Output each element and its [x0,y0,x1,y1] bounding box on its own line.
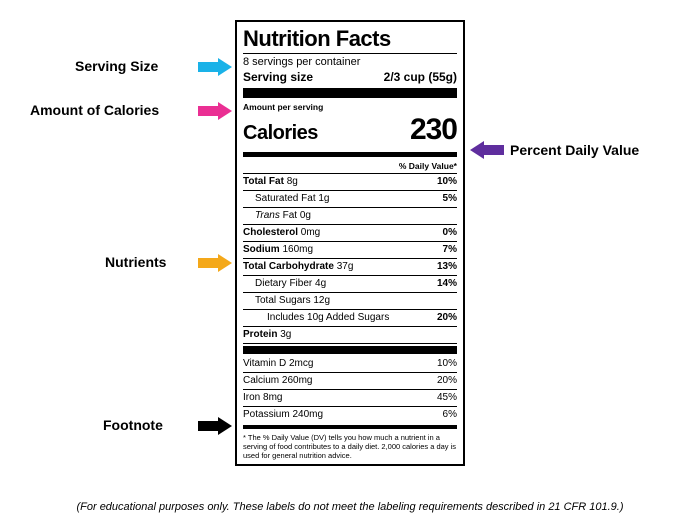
nutrient-label: Saturated Fat 1g [243,193,330,205]
nutrient-dv: 20% [425,312,457,324]
divider-med-2 [243,425,457,429]
vitamin-label: Potassium 240mg [243,409,323,421]
calories-block: Amount per serving Calories 230 [243,100,457,150]
vitamin-label: Calcium 260mg [243,375,312,387]
vitamin-rows: Vitamin D 2mcg 10% Calcium 260mg 20% Iron 8m… [243,356,457,423]
nutrient-dv: 5% [425,193,457,205]
vitamin-dv: 10% [425,358,457,370]
nutrient-dv [425,295,457,307]
dv-header: % Daily Value* [243,159,457,174]
nutrition-label: Nutrition Facts 8 servings per container… [235,20,465,466]
nutrient-label: Total Fat 8g [243,176,298,188]
divider-med-1 [243,152,457,157]
divider-thick-1 [243,88,457,98]
divider-thick-2 [243,346,457,354]
label-title: Nutrition Facts [243,26,457,54]
vitamin-dv: 20% [425,375,457,387]
nutrient-row: Total Fat 8g 10% [243,174,457,191]
vitamin-label: Iron 8mg [243,392,282,404]
nutrient-row: Dietary Fiber 4g 14% [243,276,457,293]
nutrient-dv: 14% [425,278,457,290]
anno-footnote: Footnote [103,417,163,433]
vitamin-label: Vitamin D 2mcg [243,358,313,370]
nutrient-label: Sodium 160mg [243,244,313,256]
serving-size-value: 2/3 cup (55g) [384,70,457,84]
anno-serving: Serving Size [75,58,158,74]
nutrient-dv [425,329,457,341]
nutrient-dv [425,210,457,222]
serving-size-label: Serving size [243,70,313,84]
nutrient-label: Protein 3g [243,329,291,341]
servings-per-container: 8 servings per container [243,56,457,69]
vitamin-dv: 6% [425,409,457,421]
anno-calories: Amount of Calories [30,102,159,118]
nutrient-row: Sodium 160mg 7% [243,242,457,259]
anno-dv: Percent Daily Value [510,142,639,158]
nutrient-row: Includes 10g Added Sugars 20% [243,310,457,327]
nutrient-label: Includes 10g Added Sugars [243,312,389,324]
calories-value: 230 [410,112,457,148]
nutrient-row: Trans Fat 0g [243,208,457,225]
disclaimer: (For educational purposes only. These la… [0,501,700,513]
nutrient-row: Cholesterol 0mg 0% [243,225,457,242]
nutrient-row: Total Carbohydrate 37g 13% [243,259,457,276]
nutrient-label: Total Sugars 12g [243,295,330,307]
nutrient-dv: 13% [425,261,457,273]
amount-per-serving: Amount per serving [243,102,457,112]
vitamin-row: Iron 8mg 45% [243,390,457,407]
nutrient-label: Total Carbohydrate 37g [243,261,353,273]
nutrient-dv: 10% [425,176,457,188]
calories-label: Calories [243,121,318,145]
nutrient-label: Cholesterol 0mg [243,227,320,239]
nutrient-row: Total Sugars 12g [243,293,457,310]
nutrient-label: Dietary Fiber 4g [243,278,326,290]
nutrient-label: Trans Fat 0g [243,210,311,222]
vitamin-row: Potassium 240mg 6% [243,407,457,423]
footnote-text: * The % Daily Value (DV) tells you how m… [243,431,457,460]
nutrient-dv: 0% [425,227,457,239]
nutrient-row: Saturated Fat 1g 5% [243,191,457,208]
vitamin-dv: 45% [425,392,457,404]
vitamin-row: Vitamin D 2mcg 10% [243,356,457,373]
nutrient-dv: 7% [425,244,457,256]
serving-block: 8 servings per container Serving size 2/… [243,54,457,86]
vitamin-row: Calcium 260mg 20% [243,373,457,390]
nutrient-row: Protein 3g [243,327,457,344]
nutrient-rows: Total Fat 8g 10% Saturated Fat 1g 5% Trans F… [243,174,457,344]
anno-nutrients: Nutrients [105,254,166,270]
